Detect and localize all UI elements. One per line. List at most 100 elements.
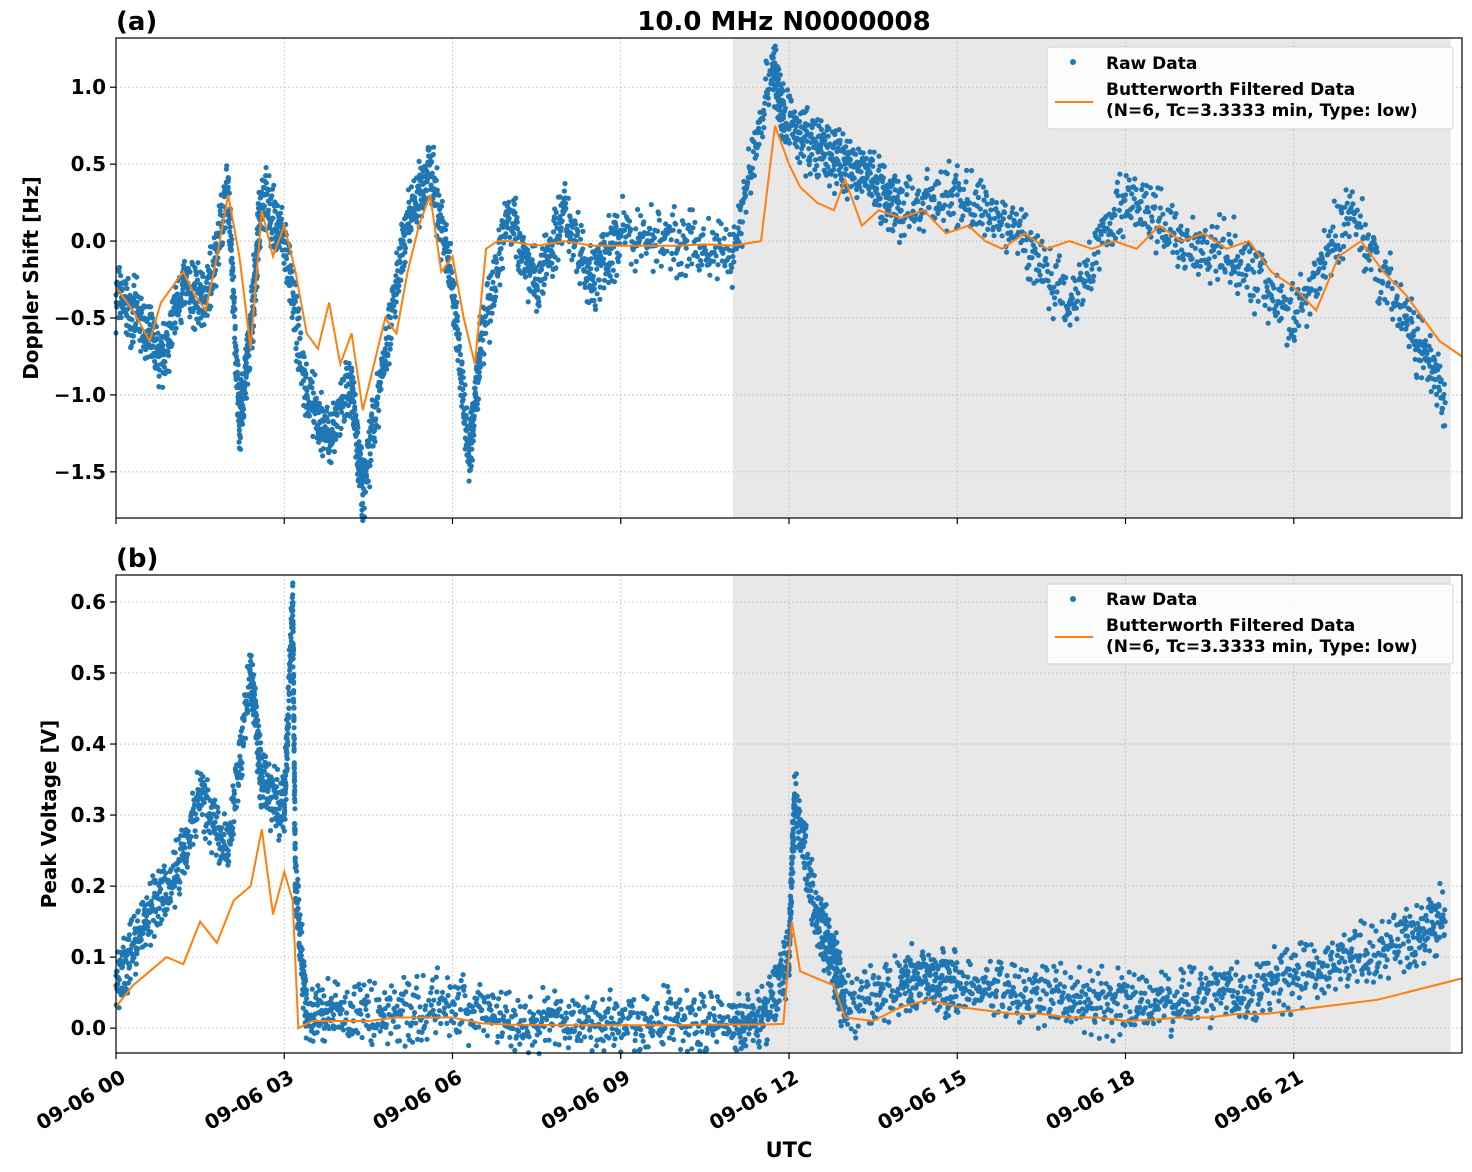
raw-data-point bbox=[208, 303, 214, 310]
raw-data-point bbox=[936, 180, 942, 186]
raw-data-point bbox=[224, 163, 230, 169]
raw-data-point bbox=[198, 294, 204, 300]
raw-data-point bbox=[1213, 268, 1219, 274]
raw-data-point bbox=[233, 347, 240, 353]
raw-data-point bbox=[979, 221, 985, 227]
raw-data-point bbox=[1035, 252, 1041, 258]
raw-data-point bbox=[1322, 274, 1329, 280]
raw-data-point bbox=[1054, 289, 1060, 295]
raw-data-point bbox=[172, 904, 178, 910]
raw-data-point bbox=[471, 413, 477, 419]
raw-data-point bbox=[242, 390, 249, 396]
raw-data-point bbox=[283, 256, 290, 262]
raw-data-point bbox=[963, 179, 969, 185]
raw-data-point bbox=[337, 432, 343, 438]
raw-data-point bbox=[321, 993, 327, 999]
raw-data-point bbox=[387, 315, 393, 321]
raw-data-point bbox=[920, 200, 926, 206]
raw-data-point bbox=[377, 379, 384, 385]
raw-data-point bbox=[368, 457, 374, 463]
raw-data-point bbox=[707, 272, 713, 278]
raw-data-point bbox=[145, 316, 151, 322]
raw-data-point bbox=[303, 987, 309, 993]
raw-data-point bbox=[515, 226, 521, 232]
raw-data-point bbox=[895, 178, 901, 184]
raw-data-point bbox=[398, 277, 404, 283]
raw-data-point bbox=[689, 261, 695, 267]
raw-data-point bbox=[898, 207, 904, 213]
raw-data-point bbox=[1304, 323, 1310, 329]
raw-data-point bbox=[632, 268, 638, 274]
raw-data-point bbox=[449, 284, 456, 290]
raw-data-point bbox=[853, 151, 859, 157]
raw-data-point bbox=[1202, 227, 1208, 234]
raw-data-point bbox=[1420, 365, 1426, 371]
raw-data-point bbox=[760, 134, 766, 140]
raw-data-point bbox=[831, 190, 838, 197]
raw-data-point bbox=[1181, 251, 1187, 257]
raw-data-point bbox=[203, 279, 210, 285]
raw-data-point bbox=[697, 258, 704, 264]
raw-data-point bbox=[185, 851, 191, 857]
raw-data-point bbox=[148, 942, 154, 948]
raw-data-point bbox=[167, 898, 174, 904]
raw-data-point bbox=[292, 821, 298, 827]
raw-data-point bbox=[899, 187, 906, 194]
raw-data-point bbox=[1096, 266, 1102, 272]
raw-data-point bbox=[1341, 243, 1347, 250]
raw-data-point bbox=[751, 173, 757, 179]
raw-data-point bbox=[577, 281, 583, 287]
raw-data-point bbox=[149, 315, 155, 321]
raw-data-point bbox=[826, 183, 833, 189]
raw-data-point bbox=[669, 250, 675, 257]
raw-data-point bbox=[1265, 320, 1271, 326]
raw-data-point bbox=[1406, 343, 1412, 349]
raw-data-point bbox=[303, 361, 309, 367]
raw-data-point bbox=[1086, 239, 1092, 245]
raw-data-point bbox=[363, 1006, 369, 1013]
raw-data-point bbox=[365, 999, 371, 1005]
raw-data-point bbox=[314, 1002, 321, 1008]
raw-data-point bbox=[259, 192, 265, 198]
raw-data-point bbox=[498, 256, 504, 262]
raw-data-point bbox=[615, 259, 621, 265]
raw-data-point bbox=[1442, 423, 1448, 429]
raw-data-point bbox=[297, 912, 303, 918]
raw-data-point bbox=[382, 346, 388, 352]
raw-data-point bbox=[1026, 262, 1032, 268]
raw-data-point bbox=[566, 248, 572, 254]
raw-data-point bbox=[375, 424, 382, 430]
raw-data-point bbox=[370, 443, 376, 449]
raw-data-point bbox=[1076, 262, 1082, 268]
raw-data-point bbox=[1220, 236, 1226, 242]
raw-data-point bbox=[331, 1012, 337, 1018]
raw-data-point bbox=[263, 165, 269, 171]
raw-data-point bbox=[780, 81, 786, 87]
raw-data-point bbox=[907, 176, 913, 182]
raw-data-point bbox=[281, 238, 287, 244]
raw-data-point bbox=[309, 385, 315, 391]
raw-data-point bbox=[1255, 298, 1261, 304]
raw-data-point bbox=[529, 257, 535, 263]
raw-data-point bbox=[388, 341, 394, 347]
raw-data-point bbox=[1117, 227, 1124, 233]
raw-data-point bbox=[138, 937, 144, 943]
raw-data-point bbox=[1144, 204, 1150, 211]
raw-data-point bbox=[456, 331, 462, 337]
y-axis-ticks-a: 1.00.50.0−0.5−1.0−1.5 bbox=[54, 75, 116, 484]
raw-data-point bbox=[175, 312, 181, 318]
raw-data-point bbox=[283, 782, 289, 788]
raw-data-point bbox=[1250, 293, 1256, 299]
raw-data-point bbox=[506, 199, 512, 205]
raw-data-point bbox=[202, 836, 208, 842]
raw-data-point bbox=[1096, 236, 1102, 242]
raw-data-point bbox=[573, 221, 579, 227]
raw-data-point bbox=[255, 723, 262, 729]
raw-data-point bbox=[870, 176, 876, 183]
raw-data-point bbox=[668, 237, 674, 243]
raw-data-point bbox=[231, 294, 238, 301]
raw-data-point bbox=[1089, 266, 1095, 272]
raw-data-point bbox=[209, 850, 215, 856]
y-tick-label: 0.0 bbox=[71, 229, 106, 253]
raw-data-point bbox=[193, 833, 199, 840]
